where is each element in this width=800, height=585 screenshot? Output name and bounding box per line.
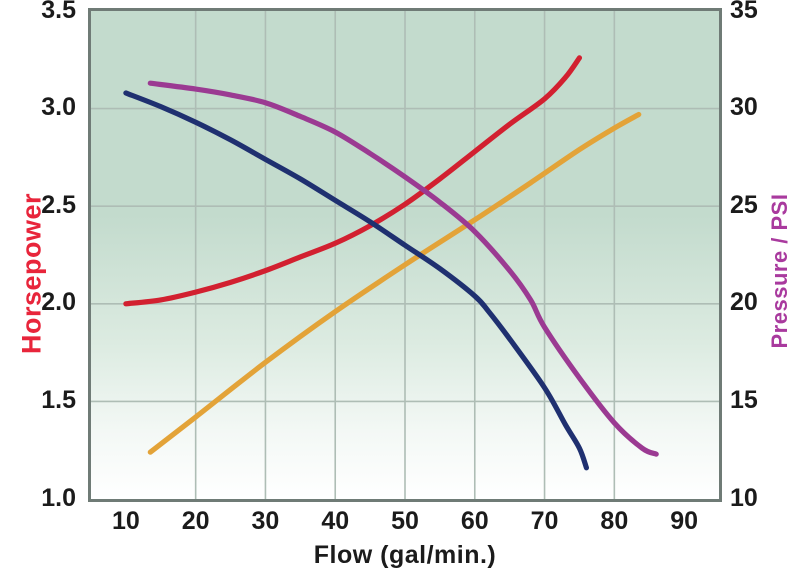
y-axis-left-title: Horsepower — [16, 192, 47, 355]
x-tick: 50 — [391, 507, 419, 535]
x-axis-title: Flow (gal/min.) — [313, 541, 497, 569]
x-tick: 70 — [530, 507, 559, 535]
x-tick: 60 — [460, 507, 489, 535]
y-tick-left: 1.5 — [41, 385, 76, 414]
y-tick-left: 1.0 — [41, 483, 76, 512]
x-tick: 40 — [321, 507, 350, 535]
x-tick: 90 — [670, 507, 699, 535]
x-tick: 10 — [111, 507, 140, 535]
y-tick-left: 2.5 — [41, 190, 76, 219]
gridlines — [91, 11, 719, 499]
y-tick-right: 20 — [730, 288, 758, 317]
y-tick-left: 2.0 — [41, 288, 76, 317]
x-tick: 80 — [600, 507, 629, 535]
series-curves — [123, 55, 659, 471]
y-tick-right: 35 — [730, 0, 758, 24]
plot-frame-shadow — [719, 11, 722, 499]
y-axis-right-title: Pressure / PSI — [767, 193, 792, 349]
y-tick-right: 10 — [730, 483, 758, 512]
y-tick-right: 25 — [730, 190, 758, 219]
y-tick-left: 3.5 — [41, 0, 76, 24]
y-tick-right: 30 — [730, 93, 758, 122]
y-tick-right: 15 — [730, 385, 758, 414]
plot-area — [88, 8, 722, 502]
x-tick: 20 — [181, 507, 210, 535]
x-tick: 30 — [251, 507, 280, 535]
y-tick-left: 3.0 — [41, 93, 76, 122]
